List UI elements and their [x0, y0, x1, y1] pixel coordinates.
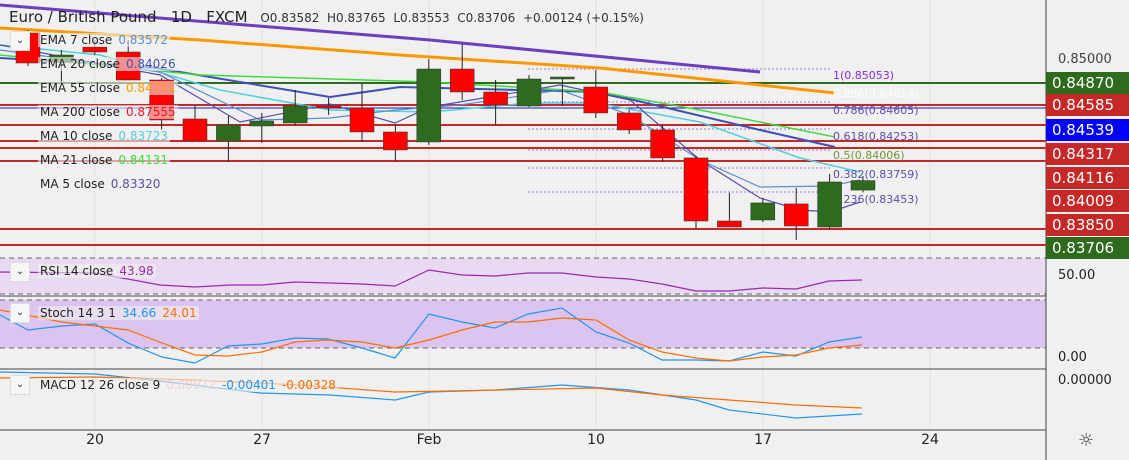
candle-body: [416, 68, 442, 143]
fib-label: 0.5(0.84006): [833, 149, 905, 162]
legend-item: EMA 55 close 0.84751: [38, 81, 178, 95]
price-level-label: 0.84585: [1046, 94, 1129, 116]
legend-label: MA 200 close: [40, 105, 121, 119]
macd-axis-tick: 0.00000: [1058, 373, 1112, 388]
price-level-label: 0.83850: [1046, 214, 1129, 236]
settings-gear-icon[interactable]: ☼: [1078, 430, 1095, 451]
legend-item: EMA 20 close 0.84026: [38, 57, 178, 71]
collapse-rsi-chevron-icon[interactable]: ⌄: [10, 262, 30, 282]
macd-legend: MACD 12 26 close 9 0.00072 -0.00401 -0.0032…: [38, 378, 338, 392]
legend-label: EMA 20 close: [40, 57, 120, 71]
candle-body: [449, 68, 475, 93]
candle-body: [650, 129, 675, 159]
price-level-label: 0.84317: [1046, 143, 1129, 165]
candle-body: [516, 78, 542, 107]
legend-item: MA 21 close 0.84131: [38, 153, 170, 167]
rsi-band: [0, 258, 1046, 294]
legend-item: MA 10 close 0.83723: [38, 129, 170, 143]
candle-body: [349, 107, 375, 133]
candle-body: [717, 220, 742, 228]
candle-body: [683, 157, 709, 222]
price-level-label: 0.84116: [1046, 167, 1129, 189]
collapse-macd-chevron-icon[interactable]: ⌄: [10, 375, 30, 395]
price-level-label: 0.84009: [1046, 190, 1129, 212]
legend-label: EMA 55 close: [40, 81, 120, 95]
fib-label: .236(0.83453): [840, 193, 919, 206]
chart-header: Euro / British Pound 1D FXCM O0.83582 H0…: [9, 8, 644, 26]
price-level-label: 0.83706: [1046, 237, 1129, 259]
candle-body: [182, 118, 208, 142]
fib-label: 0.886(0.84814): [833, 87, 919, 100]
legend-label: MA 5 close: [40, 177, 105, 191]
legend-value: 0.83320: [110, 177, 161, 191]
candle-body: [750, 202, 776, 221]
legend-value: 0.83572: [118, 33, 168, 47]
price-axis-tick: 0.85000: [1058, 52, 1112, 67]
rsi-legend: RSI 14 close 43.98: [38, 264, 156, 278]
candle-body: [316, 105, 341, 109]
ma21-line: [0, 54, 836, 138]
candle-body: [850, 180, 876, 191]
low-value: L0.83553: [393, 11, 450, 25]
data-source: FXCM: [206, 8, 248, 26]
fib-label: 0.786(0.84605): [833, 104, 919, 117]
price-level-label: 0.84539: [1046, 119, 1129, 141]
candle-body: [282, 105, 308, 124]
legend-item: MA 5 close 0.83320: [38, 177, 163, 191]
stoch-legend: Stoch 14 3 1 34.66 24.01: [38, 306, 199, 320]
time-axis-label: 20: [86, 432, 104, 448]
time-axis-label: 17: [754, 432, 772, 448]
ma200-line: [0, 3, 761, 74]
collapse-stoch-chevron-icon[interactable]: ⌄: [10, 303, 30, 323]
fib-label: 0.382(0.83759): [833, 168, 919, 181]
candle-body: [383, 131, 408, 151]
fib-label: 0.618(0.84253): [833, 130, 919, 143]
time-axis-label: 27: [253, 432, 271, 448]
legend-value: 0.83723: [118, 129, 168, 143]
legend-value: 0.84131: [118, 153, 168, 167]
candle-body: [583, 86, 609, 114]
legend-label: MA 10 close: [40, 129, 113, 143]
candle-body: [82, 46, 108, 53]
change-value: +0.00124 (+0.15%): [522, 11, 644, 25]
candle-body: [783, 203, 809, 227]
candle-body: [550, 76, 575, 80]
interval[interactable]: 1D: [170, 8, 192, 26]
legend-item: EMA 7 close 0.83572: [38, 33, 170, 47]
time-axis-label: 10: [587, 432, 605, 448]
ema7-line: [0, 49, 861, 188]
time-axis-label: 24: [921, 432, 939, 448]
candle-body: [216, 124, 241, 142]
open-value: O0.83582: [260, 11, 320, 25]
legend-label: MA 21 close: [40, 153, 113, 167]
symbol-name: Euro / British Pound: [9, 8, 157, 26]
stoch-d-line: [0, 309, 863, 362]
candle-body: [616, 112, 642, 131]
candle-body: [817, 181, 842, 228]
candles: [15, 30, 876, 240]
legend-label: EMA 7 close: [40, 33, 113, 47]
time-axis-label: Feb: [416, 432, 442, 448]
stoch-axis-tick: 0.00: [1058, 350, 1087, 365]
fib-label: 1(0.85053): [833, 69, 895, 82]
price-level-label: 0.84870: [1046, 72, 1129, 94]
candle-body: [483, 91, 508, 106]
high-value: H0.83765: [327, 11, 386, 25]
candle-body: [249, 120, 275, 127]
collapse-legend-chevron-icon[interactable]: ⌄: [10, 31, 30, 51]
close-value: C0.83706: [457, 11, 516, 25]
legend-value: 0.84751: [125, 81, 176, 95]
rsi-axis-tick: 50.00: [1058, 268, 1096, 283]
legend-value: 0.84026: [125, 57, 176, 71]
stoch-k-line: [0, 307, 863, 364]
legend-item: MA 200 close 0.87555: [38, 105, 178, 119]
rsi-line: [0, 269, 863, 292]
legend-value: 0.87555: [126, 105, 176, 119]
